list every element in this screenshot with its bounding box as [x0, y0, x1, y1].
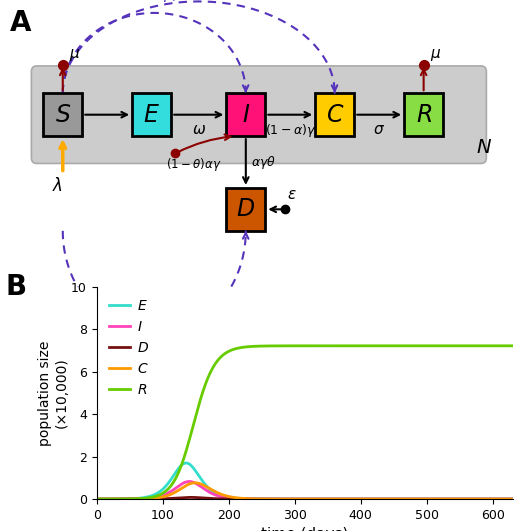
Text: $\sigma$: $\sigma$ — [373, 122, 385, 136]
Text: $\mathit{R}$: $\mathit{R}$ — [416, 102, 431, 127]
FancyBboxPatch shape — [226, 188, 266, 231]
Legend: $\mathit{E}$, $\mathit{I}$, $\mathit{D}$, $\mathit{C}$, $\mathit{R}$: $\mathit{E}$, $\mathit{I}$, $\mathit{D}$… — [104, 294, 155, 402]
Text: B: B — [5, 273, 26, 302]
Text: $\mu$: $\mu$ — [430, 47, 441, 63]
Text: $\varepsilon$: $\varepsilon$ — [288, 187, 297, 202]
Text: $\beta_D$: $\beta_D$ — [103, 328, 122, 347]
Text: $\lambda$: $\lambda$ — [52, 177, 63, 195]
Text: $\mathit{N}$: $\mathit{N}$ — [475, 138, 492, 157]
FancyBboxPatch shape — [43, 93, 83, 136]
Y-axis label: population size
(×10,000): population size (×10,000) — [38, 340, 69, 446]
X-axis label: time (days): time (days) — [261, 527, 348, 531]
FancyBboxPatch shape — [226, 93, 266, 136]
Text: $\mu$: $\mu$ — [69, 47, 80, 63]
Text: $\mathit{E}$: $\mathit{E}$ — [143, 102, 160, 127]
Text: $\beta_I$: $\beta_I$ — [163, 0, 177, 4]
Text: $\mathit{D}$: $\mathit{D}$ — [236, 198, 255, 221]
Text: $\omega$: $\omega$ — [192, 122, 206, 136]
Text: A: A — [9, 8, 31, 37]
FancyBboxPatch shape — [315, 93, 355, 136]
Text: $\mathit{C}$: $\mathit{C}$ — [325, 102, 344, 127]
Text: $(1-\theta)\alpha\gamma$: $(1-\theta)\alpha\gamma$ — [166, 156, 221, 173]
Text: $(1-\alpha)\gamma$: $(1-\alpha)\gamma$ — [265, 122, 316, 139]
FancyBboxPatch shape — [404, 93, 444, 136]
Text: $\mathit{I}$: $\mathit{I}$ — [242, 102, 250, 127]
FancyBboxPatch shape — [31, 66, 486, 164]
Text: $\mathit{S}$: $\mathit{S}$ — [54, 102, 71, 127]
FancyBboxPatch shape — [132, 93, 172, 136]
Text: $\alpha\gamma\theta$: $\alpha\gamma\theta$ — [251, 153, 276, 170]
